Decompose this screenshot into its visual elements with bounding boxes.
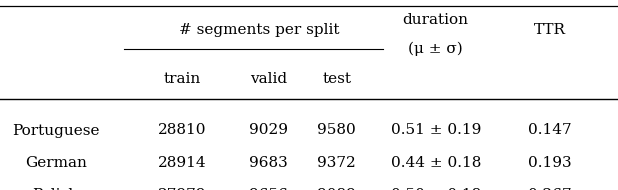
Text: 9089: 9089 (318, 188, 356, 190)
Text: Polish: Polish (33, 188, 78, 190)
Text: # segments per split: # segments per split (179, 23, 340, 37)
Text: 0.51 ± 0.19: 0.51 ± 0.19 (391, 124, 481, 138)
Text: 0.147: 0.147 (528, 124, 572, 138)
Text: 0.267: 0.267 (528, 188, 572, 190)
Text: test: test (323, 72, 351, 86)
Text: Portuguese: Portuguese (12, 124, 99, 138)
Text: 0.44 ± 0.18: 0.44 ± 0.18 (391, 156, 481, 170)
Text: (μ ± σ): (μ ± σ) (408, 42, 463, 56)
Text: German: German (25, 156, 87, 170)
Text: 28914: 28914 (158, 156, 206, 170)
Text: TTR: TTR (534, 23, 566, 37)
Text: 0.193: 0.193 (528, 156, 572, 170)
Text: valid: valid (250, 72, 287, 86)
Text: 9683: 9683 (250, 156, 288, 170)
Text: 0.50 ± 0.18: 0.50 ± 0.18 (391, 188, 481, 190)
Text: 27979: 27979 (158, 188, 206, 190)
Text: 9029: 9029 (249, 124, 289, 138)
Text: 9372: 9372 (318, 156, 356, 170)
Text: train: train (164, 72, 201, 86)
Text: duration: duration (403, 13, 468, 27)
Text: 28810: 28810 (158, 124, 206, 138)
Text: 9656: 9656 (250, 188, 288, 190)
Text: 9580: 9580 (318, 124, 356, 138)
